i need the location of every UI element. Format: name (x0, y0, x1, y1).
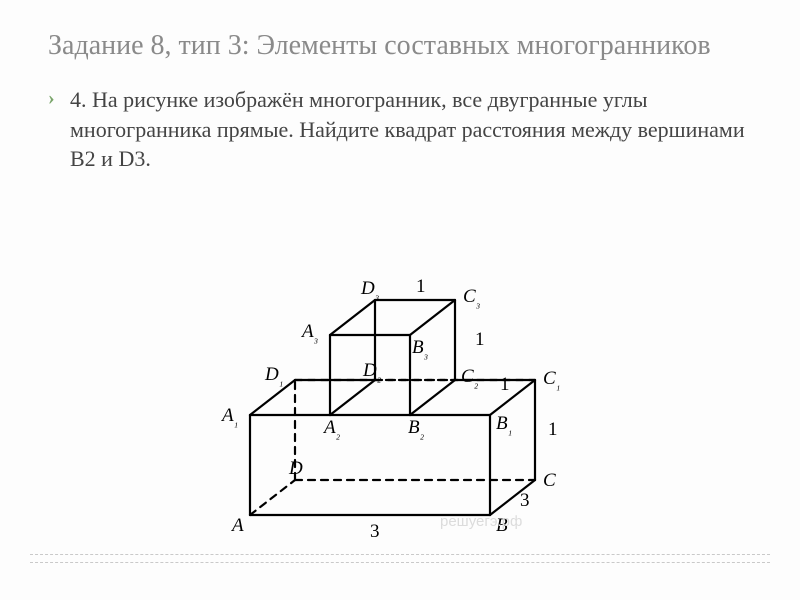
footer-rule-2 (30, 562, 770, 563)
svg-text:C₂: C₂ (461, 366, 479, 389)
polyhedron-figure: ABCDA₁B₁C₁D₁A₂B₂C₂D₂A₃B₃C₃D₃ 331111 решу… (190, 250, 610, 550)
svg-text:A₁: A₁ (220, 405, 238, 428)
watermark-text: решуегэ.рф (440, 513, 522, 530)
svg-text:1: 1 (475, 329, 485, 350)
svg-text:A: A (230, 515, 244, 536)
svg-text:D₂: D₂ (362, 360, 382, 383)
footer-rule-1 (30, 554, 770, 555)
svg-text:1: 1 (500, 374, 510, 395)
svg-text:C₃: C₃ (463, 286, 480, 309)
figure-container: ABCDA₁B₁C₁D₁A₂B₂C₂D₂A₃B₃C₃D₃ 331111 решу… (0, 250, 800, 550)
svg-text:D₃: D₃ (360, 278, 379, 301)
svg-text:1: 1 (416, 276, 426, 297)
slide: Задание 8, тип 3: Элементы составных мно… (0, 0, 800, 600)
svg-text:A₃: A₃ (300, 321, 318, 344)
svg-text:D: D (288, 458, 303, 479)
svg-text:3: 3 (520, 490, 530, 511)
svg-text:C₁: C₁ (543, 368, 560, 391)
svg-text:1: 1 (548, 419, 558, 440)
svg-text:B₁: B₁ (496, 413, 512, 436)
svg-text:A₂: A₂ (322, 417, 341, 440)
slide-title: Задание 8, тип 3: Элементы составных мно… (48, 28, 760, 63)
svg-text:B₃: B₃ (412, 337, 428, 360)
problem-list: 4. На рисунке изображён многогранник, вс… (48, 85, 760, 174)
svg-text:3: 3 (370, 521, 380, 542)
problem-text: 4. На рисунке изображён многогранник, вс… (48, 85, 760, 174)
svg-text:C: C (543, 470, 556, 491)
svg-text:B₂: B₂ (408, 417, 425, 440)
svg-text:D₁: D₁ (264, 364, 283, 387)
